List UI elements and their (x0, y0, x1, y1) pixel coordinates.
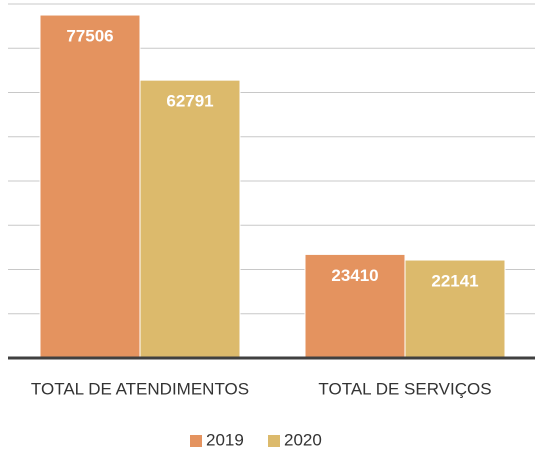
legend-label: 2019 (206, 430, 244, 449)
value-label: 22141 (431, 272, 478, 291)
value-label: 62791 (166, 92, 213, 111)
bar (39, 14, 141, 359)
legend-label: 2020 (284, 430, 322, 449)
value-label: 23410 (331, 266, 378, 285)
bar (139, 79, 241, 359)
x-tick-label: TOTAL DE SERVIÇOS (318, 379, 491, 398)
x-tick-label: TOTAL DE ATENDIMENTOS (31, 379, 249, 398)
legend-swatch (190, 435, 202, 447)
legend-swatch (268, 435, 280, 447)
value-label: 77506 (66, 27, 113, 46)
